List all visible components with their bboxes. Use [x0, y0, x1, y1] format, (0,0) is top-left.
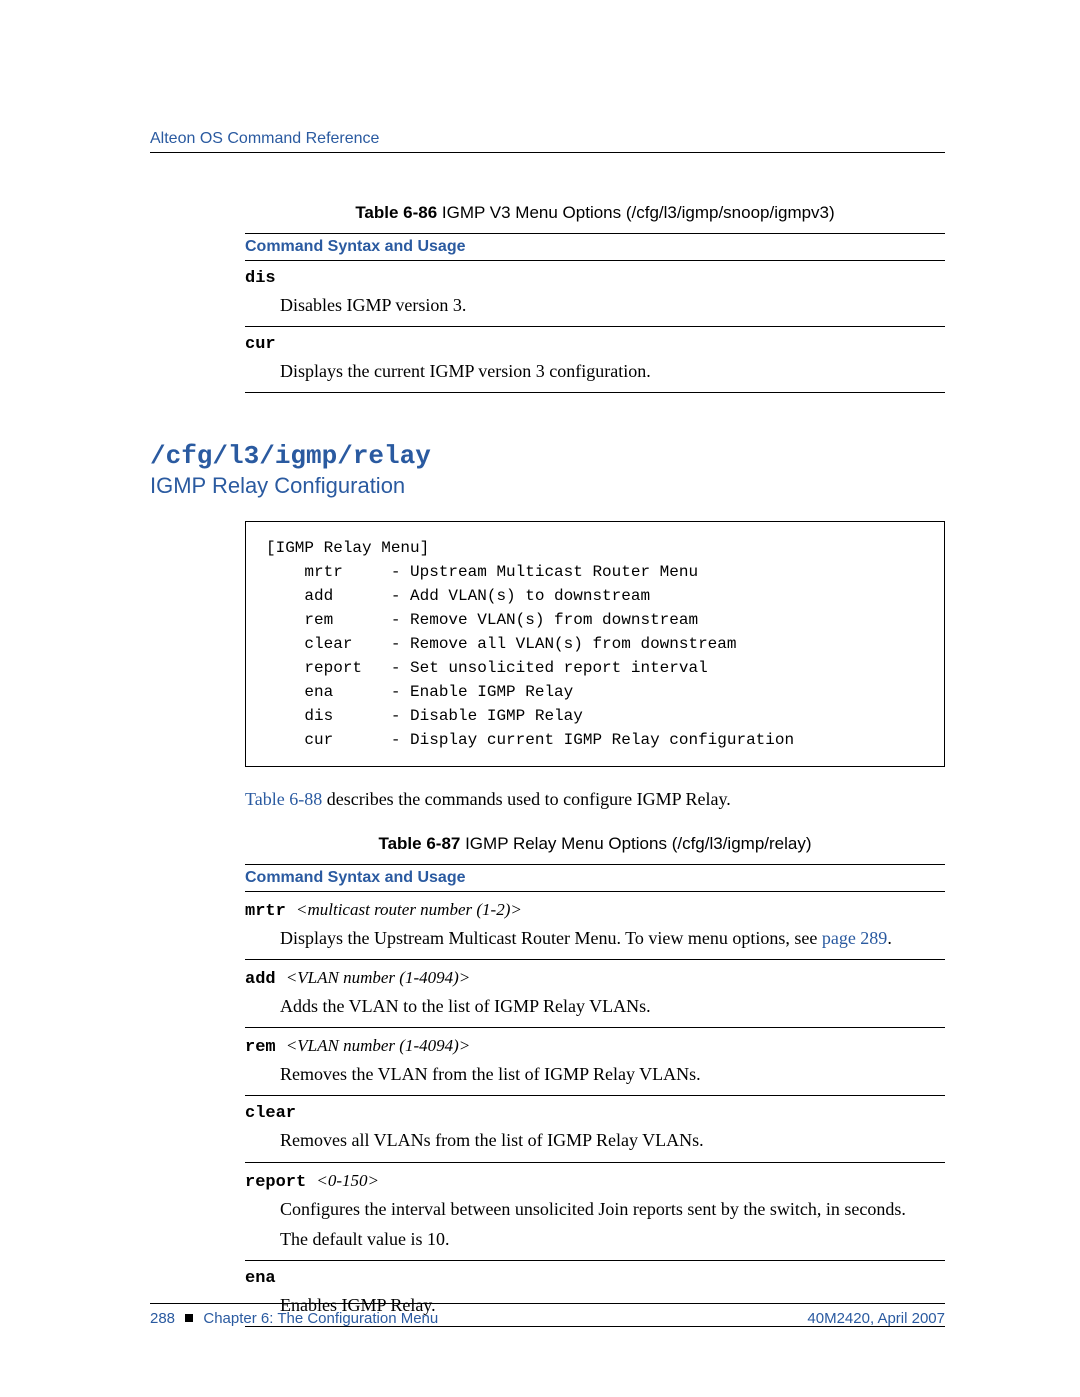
caption-bold: Table 6-87 — [378, 834, 460, 853]
cmd-row-report: report <0-150> Configures the interval b… — [245, 1163, 945, 1261]
cmd-desc: Displays the Upstream Multicast Router M… — [280, 925, 945, 951]
cmd-row-dis: dis Disables IGMP version 3. — [245, 261, 945, 327]
section-heading-sub: IGMP Relay Configuration — [150, 473, 945, 499]
cmd-name: clear — [245, 1104, 296, 1123]
table-6-86: Table 6-86 IGMP V3 Menu Options (/cfg/l3… — [245, 203, 945, 393]
menu-wrap: [IGMP Relay Menu] mrtr - Upstream Multic… — [245, 521, 945, 1327]
caption-rest: IGMP Relay Menu Options (/cfg/l3/igmp/re… — [460, 834, 811, 853]
cmd-name: ena — [245, 1269, 276, 1288]
table-caption: Table 6-87 IGMP Relay Menu Options (/cfg… — [245, 834, 945, 854]
table-ref-link[interactable]: Table 6-88 — [245, 789, 322, 809]
square-icon — [185, 1314, 193, 1322]
cmd-name: report — [245, 1173, 316, 1192]
cmd-desc: Disables IGMP version 3. — [280, 292, 945, 318]
cmd-desc: Configures the interval between unsolici… — [280, 1196, 945, 1222]
cmd-param: <multicast router number (1-2)> — [296, 900, 522, 919]
cmd-row-cur: cur Displays the current IGMP version 3 … — [245, 327, 945, 393]
section-header: Command Syntax and Usage — [245, 864, 945, 892]
cmd-name: dis — [245, 269, 276, 288]
cmd-row-add: add <VLAN number (1-4094)> Adds the VLAN… — [245, 960, 945, 1028]
caption-bold: Table 6-86 — [355, 203, 437, 222]
running-head-text: Alteon OS Command Reference — [150, 130, 379, 147]
footer-row: 288 Chapter 6: The Configuration Menu 40… — [150, 1310, 945, 1327]
page-number: 288 — [150, 1310, 175, 1327]
page-ref-link[interactable]: page 289 — [822, 928, 887, 948]
cmd-row-clear: clear Removes all VLANs from the list of… — [245, 1096, 945, 1162]
cmd-desc: Displays the current IGMP version 3 conf… — [280, 358, 945, 384]
cmd-param: <VLAN number (1-4094)> — [286, 968, 470, 987]
cmd-desc: Removes all VLANs from the list of IGMP … — [280, 1127, 945, 1153]
desc-post: . — [887, 928, 892, 948]
footer-right: 40M2420, April 2007 — [807, 1310, 945, 1327]
igmp-relay-menu-box: [IGMP Relay Menu] mrtr - Upstream Multic… — [245, 521, 945, 767]
para-rest: describes the commands used to configure… — [322, 789, 731, 809]
cmd-param: <VLAN number (1-4094)> — [286, 1036, 470, 1055]
page-footer: 288 Chapter 6: The Configuration Menu 40… — [150, 1303, 945, 1327]
page-content: Alteon OS Command Reference Table 6-86 I… — [150, 130, 945, 1327]
section-heading-path: /cfg/l3/igmp/relay — [150, 441, 945, 471]
footer-left: 288 Chapter 6: The Configuration Menu — [150, 1310, 438, 1327]
intro-paragraph: Table 6-88 describes the commands used t… — [245, 789, 945, 810]
cmd-row-rem: rem <VLAN number (1-4094)> Removes the V… — [245, 1028, 945, 1096]
cmd-name: rem — [245, 1038, 286, 1057]
section-header: Command Syntax and Usage — [245, 233, 945, 261]
cmd-desc-2: The default value is 10. — [280, 1226, 945, 1252]
cmd-name: add — [245, 970, 286, 989]
cmd-desc: Removes the VLAN from the list of IGMP R… — [280, 1061, 945, 1087]
running-head-rule — [150, 152, 945, 153]
desc-pre: Displays the Upstream Multicast Router M… — [280, 928, 822, 948]
table-caption: Table 6-86 IGMP V3 Menu Options (/cfg/l3… — [245, 203, 945, 223]
running-head: Alteon OS Command Reference — [150, 130, 945, 153]
cmd-param: <0-150> — [316, 1171, 379, 1190]
cmd-name: cur — [245, 335, 276, 354]
cmd-name: mrtr — [245, 902, 296, 921]
cmd-row-mrtr: mrtr <multicast router number (1-2)> Dis… — [245, 892, 945, 960]
cmd-desc: Adds the VLAN to the list of IGMP Relay … — [280, 993, 945, 1019]
footer-rule — [150, 1303, 945, 1304]
caption-rest: IGMP V3 Menu Options (/cfg/l3/igmp/snoop… — [437, 203, 834, 222]
chapter-label: Chapter 6: The Configuration Menu — [203, 1310, 438, 1327]
